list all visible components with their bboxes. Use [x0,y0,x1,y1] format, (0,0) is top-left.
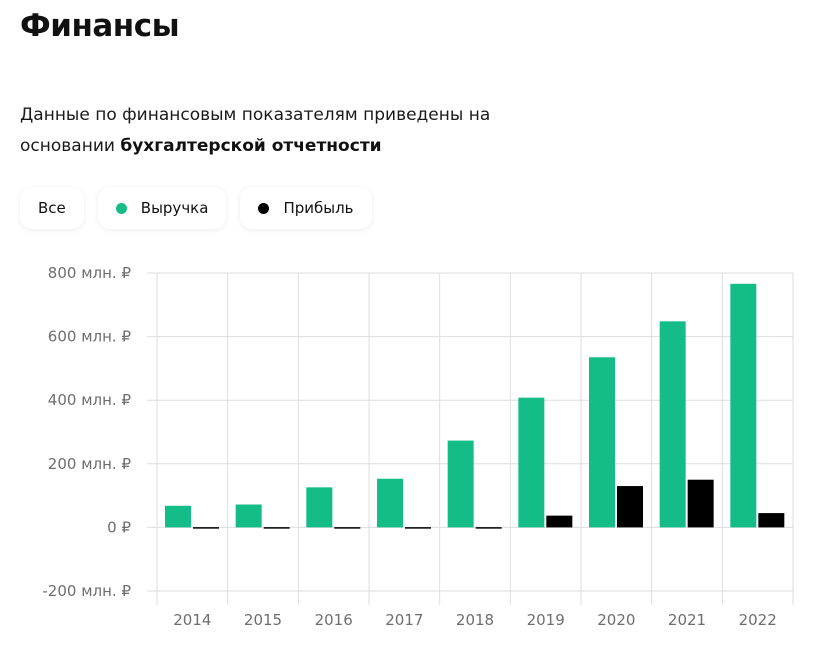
revenue-bar [730,283,757,528]
chart-grid [147,272,794,605]
filter-revenue-label: Выручка [140,199,209,217]
y-tick-label: 400 млн. ₽ [48,391,132,409]
profit-bar [687,479,714,528]
revenue-bar [447,440,474,528]
x-tick-label: 2015 [244,611,282,629]
x-tick-label: 2022 [739,611,777,629]
x-tick-label: 2016 [315,611,353,629]
filter-profit-button[interactable]: Прибыль [240,187,372,229]
y-tick-label: 600 млн. ₽ [48,328,132,346]
profit-bar [263,527,290,529]
revenue-bar [165,505,191,528]
profit-bar [334,527,361,529]
finance-chart: 800 млн. ₽ 600 млн. ₽ 400 млн. ₽ 200 млн. ₽… [42,264,794,629]
revenue-bar [306,487,333,528]
filter-profit-label: Прибыль [283,199,354,217]
profit-bar [193,527,219,529]
chart-labels: 800 млн. ₽ 600 млн. ₽ 400 млн. ₽ 200 млн. ₽… [42,264,776,629]
accounting-report-link[interactable]: бухгалтерской отчетности [120,136,382,156]
revenue-bar [518,397,545,528]
y-tick-label: -200 млн. ₽ [42,582,131,600]
profit-dot-icon [258,202,270,214]
x-tick-label: 2019 [527,611,565,629]
y-tick-label: 0 ₽ [107,518,131,536]
revenue-bar [235,504,262,528]
filter-all-label: Все [38,199,66,217]
profit-bar [617,486,643,528]
y-tick-label: 800 млн. ₽ [48,264,132,282]
revenue-bar [377,478,403,528]
x-tick-label: 2020 [597,611,635,629]
filter-revenue-button[interactable]: Выручка [97,187,227,229]
chart-bars [165,283,785,529]
x-tick-label: 2021 [668,611,706,629]
profit-bar [405,527,431,529]
filter-all-button[interactable]: Все [20,187,84,229]
revenue-dot-icon [115,202,127,214]
x-tick-label: 2017 [385,611,423,629]
revenue-bar [589,357,615,528]
profit-bar [475,527,502,529]
x-tick-label: 2018 [456,611,494,629]
description-text: Данные по финансовым показателям приведе… [20,105,491,156]
page-title: Финансы [20,8,180,44]
page-description: Данные по финансовым показателям приведе… [20,100,580,162]
profit-bar [758,513,785,528]
x-tick-label: 2014 [173,611,211,629]
chart-filters: Все Выручка Прибыль [20,187,372,229]
y-tick-label: 200 млн. ₽ [48,455,132,473]
profit-bar [546,515,573,528]
revenue-bar [659,321,686,528]
